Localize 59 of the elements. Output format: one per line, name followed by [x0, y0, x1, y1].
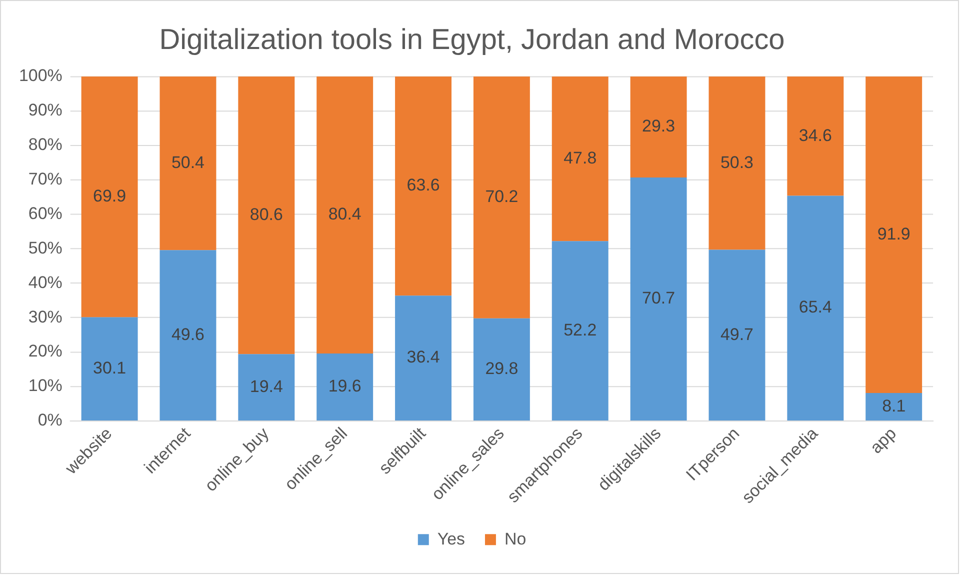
data-label: 8.1	[882, 396, 906, 416]
data-label: 34.6	[798, 126, 832, 145]
bar	[238, 76, 295, 354]
bar	[866, 76, 922, 394]
data-label: 50.4	[171, 153, 204, 172]
bar	[473, 318, 530, 420]
data-label: 80.4	[328, 204, 362, 224]
data-label: 63.6	[406, 176, 440, 195]
y-tick-label: 100%	[18, 66, 62, 86]
y-tick-label: 0%	[38, 410, 62, 430]
y-tick-label: 40%	[28, 272, 62, 292]
data-label: 30.1	[93, 358, 126, 378]
bar	[81, 76, 138, 318]
bar	[160, 250, 216, 420]
x-tick-label: app	[866, 424, 900, 458]
chart-title: Digitalization tools in Egypt, Jordan and Morocco	[159, 24, 785, 56]
bar	[238, 354, 295, 420]
y-tick-label: 30%	[28, 307, 62, 326]
data-label: 47.8	[564, 148, 597, 168]
data-label: 50.3	[720, 152, 754, 172]
bar	[160, 76, 216, 250]
bar	[787, 196, 844, 420]
data-label: 29.3	[642, 116, 676, 136]
data-label: 19.4	[250, 376, 283, 396]
bar	[866, 393, 922, 420]
data-label: 52.2	[564, 320, 597, 340]
bar	[316, 76, 374, 354]
legend-label: No	[504, 529, 526, 548]
bar	[473, 76, 530, 318]
y-tick-label: 90%	[28, 100, 62, 120]
bar	[81, 317, 138, 420]
bar	[787, 76, 844, 196]
data-label: 49.7	[720, 324, 754, 344]
data-label: 65.4	[798, 298, 832, 317]
y-tick-label: 20%	[28, 342, 62, 361]
y-tick-label: 50%	[28, 238, 62, 258]
data-label: 29.8	[485, 359, 518, 378]
bar	[708, 76, 766, 250]
y-tick-label: 70%	[28, 170, 62, 189]
data-label: 70.2	[485, 187, 518, 206]
y-tick-label: 60%	[28, 204, 62, 223]
data-label: 80.6	[250, 205, 283, 224]
y-tick-label: 10%	[28, 376, 62, 396]
bar	[708, 250, 766, 420]
bar	[395, 76, 452, 296]
bar	[316, 353, 374, 420]
bar	[552, 241, 608, 420]
y-tick-label: 80%	[28, 135, 62, 154]
legend-label: Yes	[437, 529, 466, 548]
data-label: 19.6	[328, 376, 362, 396]
data-label: 36.4	[406, 348, 440, 367]
data-label: 70.7	[642, 288, 676, 308]
data-label: 49.6	[171, 324, 204, 344]
data-label: 91.9	[877, 224, 910, 244]
bar	[552, 76, 608, 242]
bar	[630, 76, 687, 178]
data-label: 69.9	[93, 186, 126, 206]
bar	[630, 177, 687, 420]
bar	[395, 296, 452, 420]
